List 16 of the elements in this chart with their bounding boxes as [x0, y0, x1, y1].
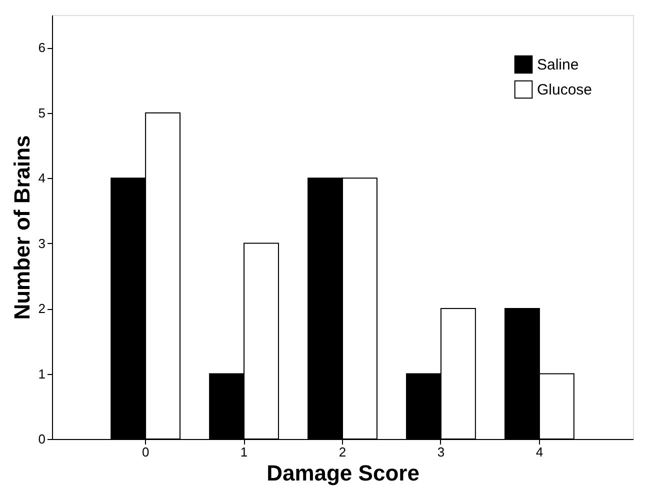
- y-tick-label: 4: [38, 170, 46, 186]
- y-tick-label: 0: [38, 432, 46, 446]
- x-tick-label: 2: [338, 444, 346, 460]
- y-tick-label: 5: [38, 105, 46, 120]
- y-tick-label: 2: [38, 301, 46, 316]
- legend-label: Saline: [537, 56, 579, 74]
- x-tick-label: 1: [240, 444, 248, 460]
- legend-label: Glucose: [537, 82, 592, 98]
- y-axis-title: Number of Brains: [9, 135, 34, 320]
- x-tick-label: 4: [536, 444, 544, 460]
- x-axis-title: Damage Score: [266, 460, 420, 486]
- y-tick-label: 1: [38, 366, 46, 382]
- y-tick-label: 6: [38, 40, 46, 56]
- x-tick-label: 3: [437, 444, 445, 460]
- y-tick-label: 3: [38, 236, 46, 251]
- x-tick-label: 0: [142, 444, 150, 460]
